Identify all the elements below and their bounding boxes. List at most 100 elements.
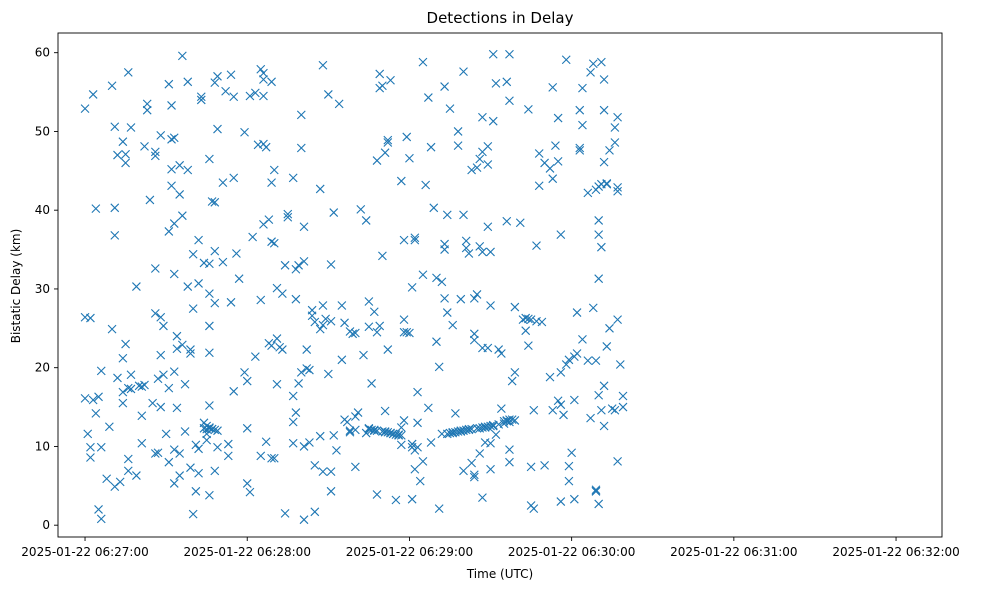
data-point [245, 487, 255, 497]
data-point [534, 181, 544, 191]
data-point [469, 293, 479, 303]
data-point [121, 158, 130, 168]
data-point [296, 110, 306, 120]
data-point [586, 67, 595, 77]
data-point [378, 81, 387, 91]
data-point [594, 274, 604, 284]
data-point [310, 507, 320, 517]
data-point [464, 425, 474, 435]
data-point [126, 123, 136, 132]
data-point [553, 113, 563, 123]
data-point [121, 149, 130, 159]
data-point [250, 352, 260, 362]
data-point [194, 279, 203, 288]
data-point [332, 445, 341, 455]
data-point [442, 210, 452, 220]
data-point [96, 514, 106, 524]
data-point [483, 142, 493, 151]
data-point [340, 318, 349, 328]
data-point [610, 405, 620, 415]
y-tick-label: 50 [35, 124, 50, 138]
data-point [183, 282, 193, 291]
data-point [421, 180, 431, 190]
data-point [469, 335, 479, 345]
data-point [207, 424, 217, 434]
data-point [186, 349, 195, 358]
data-point [132, 282, 141, 291]
data-point [505, 49, 514, 59]
data-point [302, 345, 312, 354]
data-point [523, 341, 533, 351]
data-point [164, 383, 174, 393]
data-point [491, 430, 501, 440]
data-point [307, 305, 317, 315]
x-tick-label: 2025-01-22 06:32:00 [832, 545, 959, 559]
data-point [418, 457, 428, 466]
data-point [423, 93, 433, 102]
data-point [556, 368, 566, 377]
data-point [221, 86, 230, 96]
data-point [410, 464, 420, 474]
data-point [464, 249, 474, 258]
data-point [264, 215, 274, 225]
data-point [561, 55, 571, 65]
data-point [267, 341, 276, 351]
data-point [315, 431, 325, 441]
data-point [569, 494, 579, 504]
data-point [315, 324, 325, 334]
data-point [488, 421, 498, 431]
data-point [529, 405, 539, 415]
data-point [204, 401, 214, 410]
data-point [578, 83, 587, 93]
data-point [96, 442, 106, 452]
data-point [429, 203, 439, 213]
data-point [204, 154, 214, 164]
data-point [456, 294, 466, 304]
data-point [123, 383, 133, 393]
data-point [523, 314, 533, 324]
data-point [380, 427, 390, 436]
data-point [459, 466, 468, 476]
data-point [204, 490, 214, 500]
data-point [280, 260, 290, 270]
data-point [613, 457, 622, 466]
data-point [153, 374, 163, 384]
y-tick-label: 30 [35, 282, 50, 296]
data-point [156, 312, 166, 322]
data-point [126, 370, 136, 380]
data-point [486, 247, 495, 257]
data-point [561, 360, 571, 369]
data-point [475, 242, 485, 251]
data-point [464, 424, 474, 434]
data-point [267, 77, 276, 87]
data-point [118, 387, 128, 397]
data-point [177, 340, 187, 350]
data-point [188, 304, 198, 314]
data-point [383, 345, 393, 354]
data-point [440, 293, 449, 303]
data-point [467, 458, 477, 468]
data-point [242, 479, 252, 488]
data-point [118, 398, 128, 408]
data-point [399, 235, 409, 245]
data-point [575, 105, 585, 115]
data-point [140, 142, 149, 151]
data-point [386, 428, 395, 438]
data-point [599, 381, 609, 391]
data-point [432, 337, 441, 347]
data-point [107, 324, 117, 334]
data-point [502, 77, 512, 87]
data-point [318, 60, 328, 70]
data-point [156, 130, 166, 140]
data-point [559, 410, 568, 420]
data-point [599, 157, 609, 167]
data-point [548, 174, 558, 184]
data-point [342, 417, 352, 427]
data-point [396, 431, 406, 440]
data-point [296, 368, 306, 377]
data-point [348, 329, 358, 339]
data-point [505, 445, 514, 454]
data-point [486, 421, 495, 431]
data-point [556, 497, 566, 506]
data-point [204, 423, 214, 433]
